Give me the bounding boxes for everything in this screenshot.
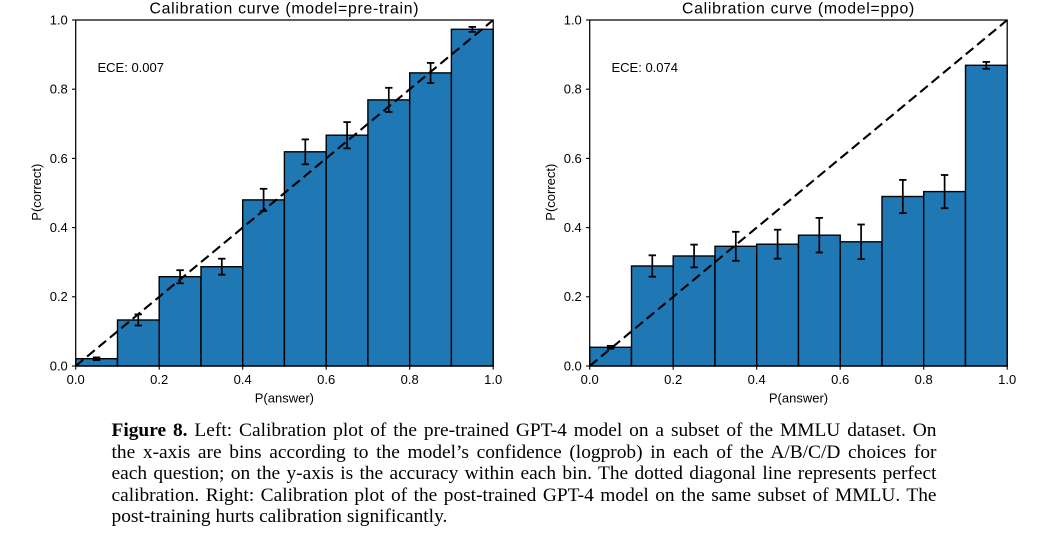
svg-text:0.8: 0.8 <box>401 372 419 387</box>
svg-text:0.2: 0.2 <box>50 289 68 304</box>
svg-text:0.2: 0.2 <box>664 372 682 387</box>
svg-text:0.6: 0.6 <box>50 151 68 166</box>
svg-text:0.4: 0.4 <box>50 220 68 235</box>
svg-text:1.0: 1.0 <box>998 372 1016 387</box>
svg-text:0.4: 0.4 <box>748 372 766 387</box>
svg-text:0.0: 0.0 <box>564 358 582 373</box>
svg-text:0.2: 0.2 <box>150 372 168 387</box>
svg-text:1.0: 1.0 <box>50 12 68 27</box>
svg-text:P(correct): P(correct) <box>29 164 44 221</box>
svg-text:0.0: 0.0 <box>581 372 599 387</box>
svg-text:1.0: 1.0 <box>484 372 502 387</box>
svg-text:P(correct): P(correct) <box>543 164 558 221</box>
svg-text:0.6: 0.6 <box>317 372 335 387</box>
svg-text:0.0: 0.0 <box>50 358 68 373</box>
svg-text:0.2: 0.2 <box>564 289 582 304</box>
svg-text:0.8: 0.8 <box>915 372 933 387</box>
svg-text:ECE: 0.074: ECE: 0.074 <box>612 60 679 75</box>
svg-text:0.6: 0.6 <box>564 151 582 166</box>
svg-text:0.4: 0.4 <box>564 220 582 235</box>
svg-text:0.8: 0.8 <box>50 82 68 97</box>
svg-text:0.8: 0.8 <box>564 82 582 97</box>
svg-text:Calibration curve (model=pre-t: Calibration curve (model=pre-train) <box>150 1 420 18</box>
svg-text:P(answer): P(answer) <box>769 390 828 405</box>
svg-text:ECE: 0.007: ECE: 0.007 <box>98 60 165 75</box>
svg-text:1.0: 1.0 <box>564 12 582 27</box>
svg-text:0.4: 0.4 <box>234 372 252 387</box>
svg-text:0.6: 0.6 <box>831 372 849 387</box>
svg-text:0.0: 0.0 <box>67 372 85 387</box>
svg-text:P(answer): P(answer) <box>255 390 314 405</box>
svg-text:Calibration curve (model=ppo): Calibration curve (model=ppo) <box>682 1 915 18</box>
